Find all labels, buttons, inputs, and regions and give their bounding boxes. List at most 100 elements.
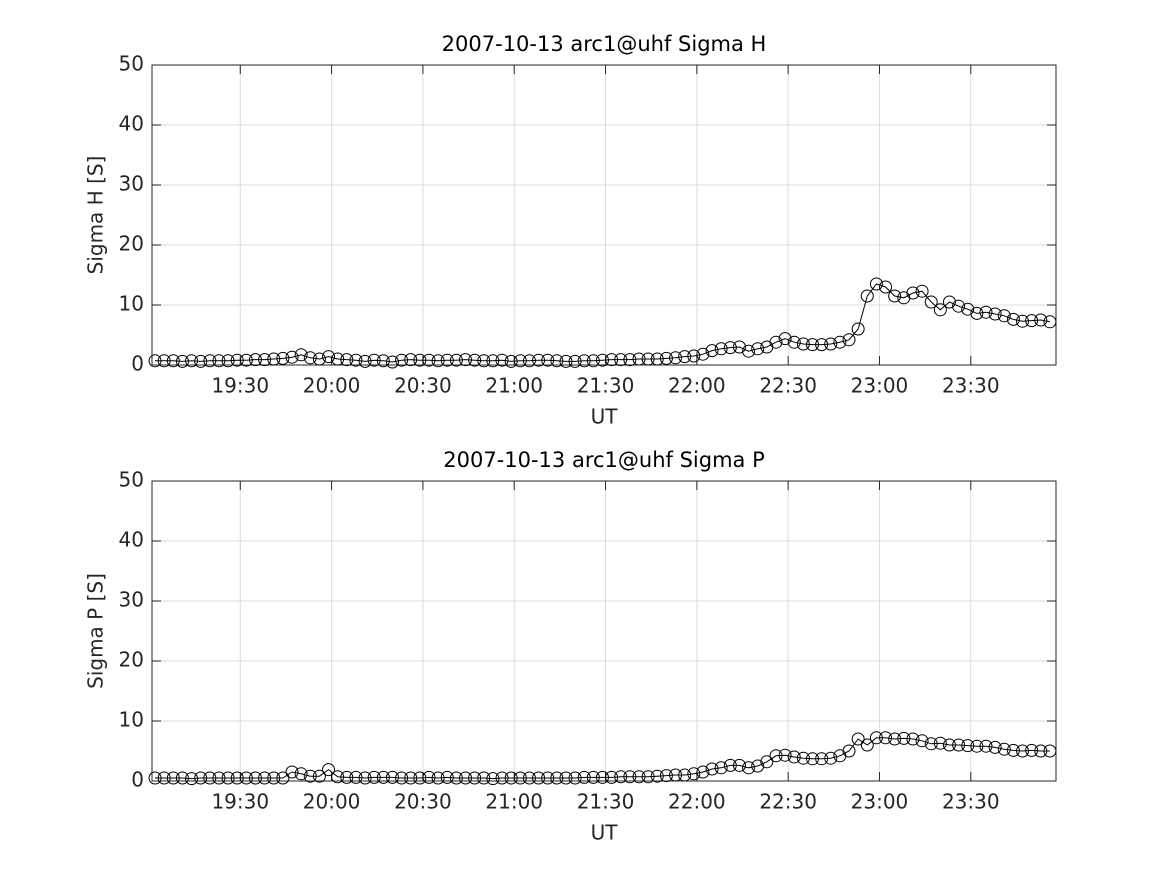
plot-area bbox=[152, 65, 1056, 365]
data-point bbox=[751, 342, 765, 356]
data-point bbox=[787, 335, 801, 349]
data-point bbox=[605, 770, 619, 784]
x-tick-label: 22:00 bbox=[668, 790, 726, 814]
data-point bbox=[833, 335, 847, 349]
data-point bbox=[468, 771, 482, 785]
data-point bbox=[513, 354, 527, 368]
y-tick-label: 30 bbox=[119, 172, 144, 196]
data-point bbox=[824, 751, 838, 765]
data-point bbox=[212, 771, 226, 785]
data-point bbox=[486, 354, 500, 368]
data-point bbox=[805, 338, 819, 352]
data-point bbox=[349, 770, 363, 784]
data-point bbox=[230, 353, 244, 367]
data-point bbox=[422, 353, 436, 367]
data-point bbox=[459, 771, 473, 785]
data-point bbox=[486, 772, 500, 786]
data-point bbox=[714, 761, 728, 775]
data-point bbox=[385, 770, 399, 784]
data-point bbox=[468, 353, 482, 367]
data-point bbox=[185, 772, 199, 786]
x-tick-label: 22:30 bbox=[759, 790, 817, 814]
data-point bbox=[148, 771, 162, 785]
data-point bbox=[349, 353, 363, 367]
data-point bbox=[979, 739, 993, 753]
data-point bbox=[851, 732, 865, 746]
data-point bbox=[267, 352, 281, 366]
y-tick-label: 0 bbox=[131, 768, 144, 792]
y-axis-label: Sigma H [S] bbox=[84, 156, 108, 275]
data-point bbox=[312, 352, 326, 366]
data-point bbox=[1006, 743, 1020, 757]
data-point bbox=[404, 353, 418, 367]
data-point bbox=[696, 347, 710, 361]
data-point bbox=[915, 284, 929, 298]
data-point bbox=[532, 353, 546, 367]
data-point bbox=[687, 349, 701, 363]
data-point bbox=[805, 752, 819, 766]
data-point bbox=[742, 761, 756, 775]
data-point bbox=[449, 353, 463, 367]
data-point bbox=[650, 352, 664, 366]
data-point bbox=[440, 353, 454, 367]
y-tick-label: 40 bbox=[119, 112, 144, 136]
data-point bbox=[942, 295, 956, 309]
data-point bbox=[595, 353, 609, 367]
y-axis-label: Sigma P [S] bbox=[84, 573, 108, 689]
data-point bbox=[504, 771, 518, 785]
data-point bbox=[842, 333, 856, 347]
data-point bbox=[331, 770, 345, 784]
x-axis-label: UT bbox=[591, 821, 619, 845]
data-point bbox=[1016, 744, 1030, 758]
data-point bbox=[303, 351, 317, 365]
data-point bbox=[851, 322, 865, 336]
data-point bbox=[550, 354, 564, 368]
data-point bbox=[331, 352, 345, 366]
x-tick-label: 20:00 bbox=[303, 790, 361, 814]
data-point bbox=[659, 351, 673, 365]
data-point bbox=[449, 771, 463, 785]
data-point bbox=[166, 354, 180, 368]
data-point bbox=[175, 771, 189, 785]
data-point bbox=[623, 353, 637, 367]
data-point bbox=[669, 768, 683, 782]
data-point bbox=[276, 771, 290, 785]
data-point bbox=[586, 354, 600, 368]
data-point bbox=[723, 341, 737, 355]
y-tick-label: 40 bbox=[119, 528, 144, 552]
data-point bbox=[942, 738, 956, 752]
data-point bbox=[559, 771, 573, 785]
data-point bbox=[267, 771, 281, 785]
data-point bbox=[641, 352, 655, 366]
data-point bbox=[221, 354, 235, 368]
data-point bbox=[687, 767, 701, 781]
data-point bbox=[650, 769, 664, 783]
data-point bbox=[732, 340, 746, 354]
data-point bbox=[294, 348, 308, 362]
data-point bbox=[376, 354, 390, 368]
data-point bbox=[376, 770, 390, 784]
data-point bbox=[897, 731, 911, 745]
data-point bbox=[961, 739, 975, 753]
data-point bbox=[778, 332, 792, 346]
plot-area bbox=[152, 481, 1056, 781]
data-point bbox=[440, 770, 454, 784]
data-point bbox=[422, 770, 436, 784]
data-point bbox=[952, 738, 966, 752]
data-point bbox=[340, 770, 354, 784]
data-point bbox=[477, 771, 491, 785]
data-point bbox=[678, 768, 692, 782]
data-point bbox=[988, 740, 1002, 754]
data-point bbox=[924, 737, 938, 751]
data-point bbox=[175, 354, 189, 368]
data-point bbox=[705, 762, 719, 776]
axes-box bbox=[151, 64, 1057, 366]
data-point bbox=[997, 309, 1011, 323]
data-point bbox=[157, 771, 171, 785]
data-point bbox=[614, 770, 628, 784]
data-point bbox=[395, 771, 409, 785]
data-point bbox=[522, 354, 536, 368]
data-point bbox=[1043, 744, 1057, 758]
x-tick-label: 23:30 bbox=[942, 374, 1000, 398]
